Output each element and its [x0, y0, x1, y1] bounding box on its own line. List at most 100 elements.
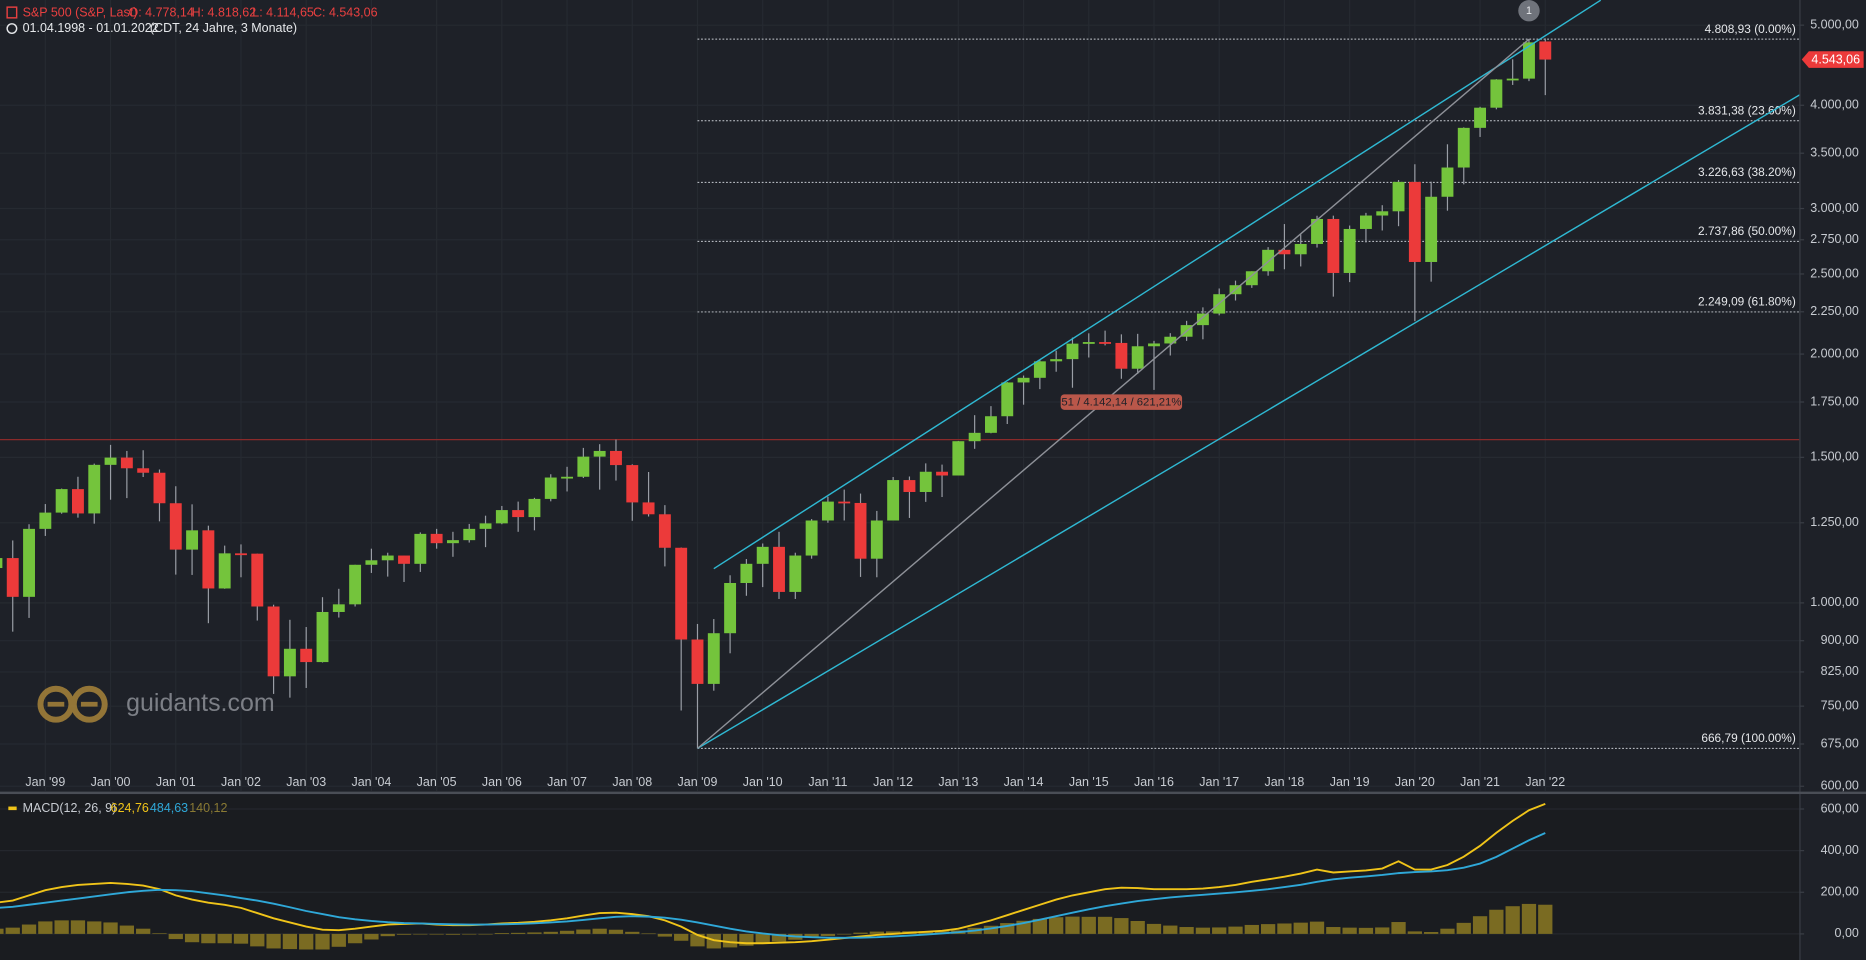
candle-body: [104, 457, 117, 465]
x-tick-label: Jan '19: [1330, 775, 1370, 789]
event-marker-label: 1: [1526, 5, 1532, 17]
candle-body: [283, 648, 296, 677]
macd-plot: [0, 802, 1553, 950]
candle-body: [838, 501, 851, 504]
logo-bar: [47, 701, 65, 707]
y-tick-label: 2.250,00: [1810, 304, 1859, 318]
histogram-bar: [250, 933, 265, 947]
candle-body: [675, 547, 688, 640]
candle-body: [381, 555, 394, 561]
candle-body: [1343, 228, 1356, 273]
y-tick-label: 0,00: [1835, 926, 1859, 940]
histogram-bar: [266, 933, 281, 949]
candle-body: [332, 604, 345, 612]
candle-body: [870, 520, 883, 559]
date-range: 01.04.1998 - 01.01.2022: [23, 21, 159, 35]
candle-body: [398, 555, 410, 564]
histogram-bar: [559, 930, 575, 934]
candle-body: [1425, 196, 1438, 262]
x-tick-label: Jan '99: [25, 775, 65, 789]
candle-body: [577, 456, 590, 477]
histogram-bar: [168, 933, 183, 940]
histogram-bar: [1130, 920, 1145, 934]
histogram-bar: [380, 933, 395, 937]
x-tick-label: Jan '01: [156, 775, 196, 789]
candle-body: [120, 457, 133, 469]
y-tick-label: 200,00: [1821, 885, 1859, 899]
histogram-bar: [445, 933, 461, 935]
x-tick-label: Jan '09: [678, 775, 718, 789]
histogram-bar: [1309, 921, 1325, 934]
candle-body: [446, 540, 459, 544]
macd-title: MACD(12, 26, 9): [23, 801, 117, 815]
candle-body: [1506, 78, 1519, 81]
candle-body: [495, 510, 508, 524]
fib-label: 4.808,93 (0.00%): [1705, 22, 1796, 36]
candle-body: [1099, 342, 1112, 344]
macd-value: 624,76: [111, 801, 149, 815]
candle-body: [251, 553, 264, 607]
x-tick-label: Jan '05: [417, 775, 457, 789]
histogram-bar: [152, 933, 167, 934]
histogram-bar: [576, 929, 591, 934]
histogram-bar: [413, 933, 428, 935]
histogram-bar: [201, 933, 216, 944]
x-tick-label: Jan '15: [1069, 775, 1109, 789]
macd-line: [0, 802, 1546, 945]
candle-body: [39, 512, 52, 529]
candle-body: [430, 533, 443, 544]
watermark: guidants.com: [126, 689, 275, 717]
trend-line: [697, 38, 1530, 749]
candle-body: [707, 633, 720, 684]
candle-body: [218, 553, 231, 589]
candle-body: [1082, 342, 1095, 344]
y-tick-label: 825,00: [1821, 664, 1859, 678]
symbol-icon: [6, 6, 18, 19]
instrument-title: S&P 500 (S&P, Last): [23, 5, 138, 19]
y-tick-label: 750,00: [1821, 698, 1859, 712]
price-plot: 4.808,93 (0.00%) 3.831,38 (23.60%) 3.226,6…: [0, 0, 1800, 749]
candle-body: [1050, 359, 1063, 362]
histogram-bar: [1081, 916, 1096, 934]
histogram-bar: [511, 932, 526, 934]
candle-body: [349, 564, 362, 605]
histogram-bar: [527, 932, 542, 934]
candle-body: [919, 471, 932, 492]
histogram-bar: [1293, 922, 1308, 934]
logo-ring: [70, 685, 108, 723]
trend-line: [697, 94, 1800, 749]
y-tick-label: 1.000,00: [1810, 595, 1859, 609]
y-tick-label: 600,00: [1821, 801, 1859, 815]
candle-body: [724, 582, 737, 634]
histogram-bar: [494, 933, 509, 934]
histogram-bar: [1358, 927, 1374, 934]
x-tick-label: Jan '12: [873, 775, 913, 789]
candle-body: [365, 560, 378, 565]
y-tick-label: 900,00: [1821, 633, 1859, 647]
x-tick-label: Jan '22: [1525, 775, 1565, 789]
histogram-bar: [722, 933, 738, 948]
candle-body: [1474, 107, 1487, 128]
fib-label: 3.226,63 (38.20%): [1698, 165, 1796, 179]
candle-body: [626, 465, 639, 503]
histogram-bar: [608, 929, 624, 934]
x-tick-label: Jan '07: [547, 775, 587, 789]
candle-body: [887, 480, 900, 521]
annotation-box: [1060, 394, 1183, 410]
candle-body: [300, 648, 313, 663]
logo-bar: [80, 701, 98, 707]
event-marker: [1518, 0, 1540, 22]
histogram-bar: [462, 933, 477, 935]
histogram-bar: [1375, 927, 1390, 934]
candle-body: [789, 555, 802, 592]
y-tick-label: 1.750,00: [1810, 394, 1859, 408]
candle-body: [1278, 249, 1291, 255]
histogram-bar: [1195, 927, 1211, 934]
x-tick-label: Jan '03: [286, 775, 326, 789]
histogram-bar: [315, 933, 330, 950]
candle-body: [479, 523, 492, 529]
ohlc-low: L: 4.114,65: [252, 5, 314, 19]
candle-body: [1490, 79, 1503, 108]
